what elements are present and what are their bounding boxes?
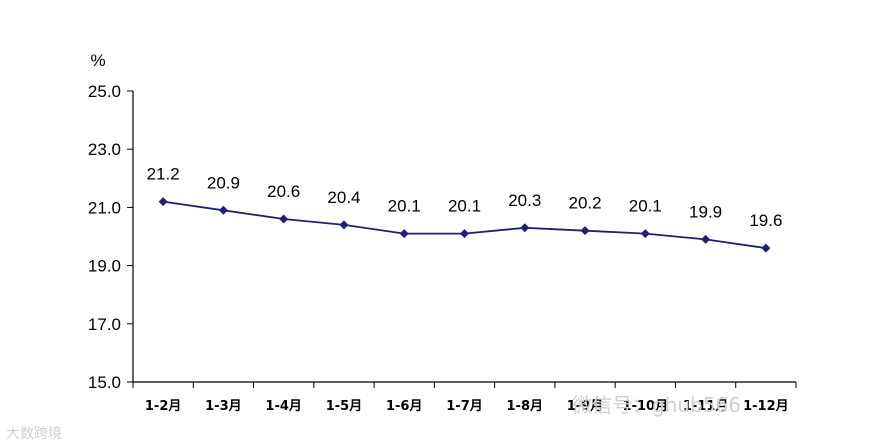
x-tick-label: 1-3月 (205, 399, 242, 414)
data-label: 19.6 (749, 211, 782, 230)
data-point-marker (279, 214, 289, 224)
data-label: 21.2 (147, 165, 180, 184)
data-label: 20.1 (448, 197, 481, 216)
data-label: 20.1 (629, 197, 662, 216)
y-axis-unit-label: % (90, 51, 105, 70)
data-point-marker (399, 229, 409, 239)
data-point-marker (158, 197, 168, 207)
y-tick-label: 21.0 (88, 198, 121, 217)
data-series (158, 197, 771, 253)
data-point-marker (520, 223, 530, 233)
x-tick-label: 1-11月 (683, 399, 729, 414)
x-tick-label: 1-7月 (446, 399, 483, 414)
x-tick-label: 1-4月 (265, 399, 302, 414)
data-point-marker (761, 243, 771, 253)
y-tick-label: 19.0 (88, 257, 121, 276)
x-axis-ticks: 1-2月 1-3月 1-4月 1-5月 1-6月 1-7月 1-8月 1-9月 1-10月 1-1… (132, 382, 797, 414)
x-tick-label: 1-6月 (386, 399, 423, 414)
watermark-left: 大数跨境 (6, 426, 62, 442)
x-tick-label: 1-5月 (326, 399, 363, 414)
y-axis-ticks: 15.0 17.0 19.0 21.0 23.0 25.0 (88, 82, 133, 392)
x-tick-label: 1-9月 (567, 399, 604, 414)
data-point-marker (640, 229, 650, 239)
data-labels: 21.2 20.9 20.6 20.4 20.1 20.1 20.3 20.2 20.1 19.9… (147, 165, 783, 231)
y-tick-label: 25.0 (88, 82, 121, 101)
data-label: 20.3 (508, 191, 541, 210)
y-tick-label: 15.0 (88, 373, 121, 392)
data-point-marker (701, 234, 711, 244)
data-point-marker (339, 220, 349, 230)
data-point-marker (580, 226, 590, 236)
chart-axes (132, 91, 796, 383)
data-label: 20.1 (388, 197, 421, 216)
data-label: 19.9 (689, 202, 722, 221)
watermark-right-text: 微信号：ghub566 (572, 393, 741, 417)
watermark-right: 微信号：ghub566 (572, 393, 741, 417)
x-tick-label: 1-8月 (507, 399, 544, 414)
watermark-left-text: 大数跨境 (6, 426, 62, 442)
y-tick-label: 23.0 (88, 140, 121, 159)
x-tick-label: 1-2月 (145, 399, 182, 414)
data-label: 20.9 (207, 173, 240, 192)
data-label: 20.6 (267, 182, 300, 201)
x-tick-label: 1-10月 (623, 399, 669, 414)
y-tick-label: 17.0 (88, 315, 121, 334)
data-label: 20.2 (568, 194, 601, 213)
data-point-marker (218, 205, 228, 215)
data-point-marker (460, 229, 469, 239)
x-tick-label: 1-12月 (743, 399, 789, 414)
data-label: 20.4 (327, 188, 360, 207)
